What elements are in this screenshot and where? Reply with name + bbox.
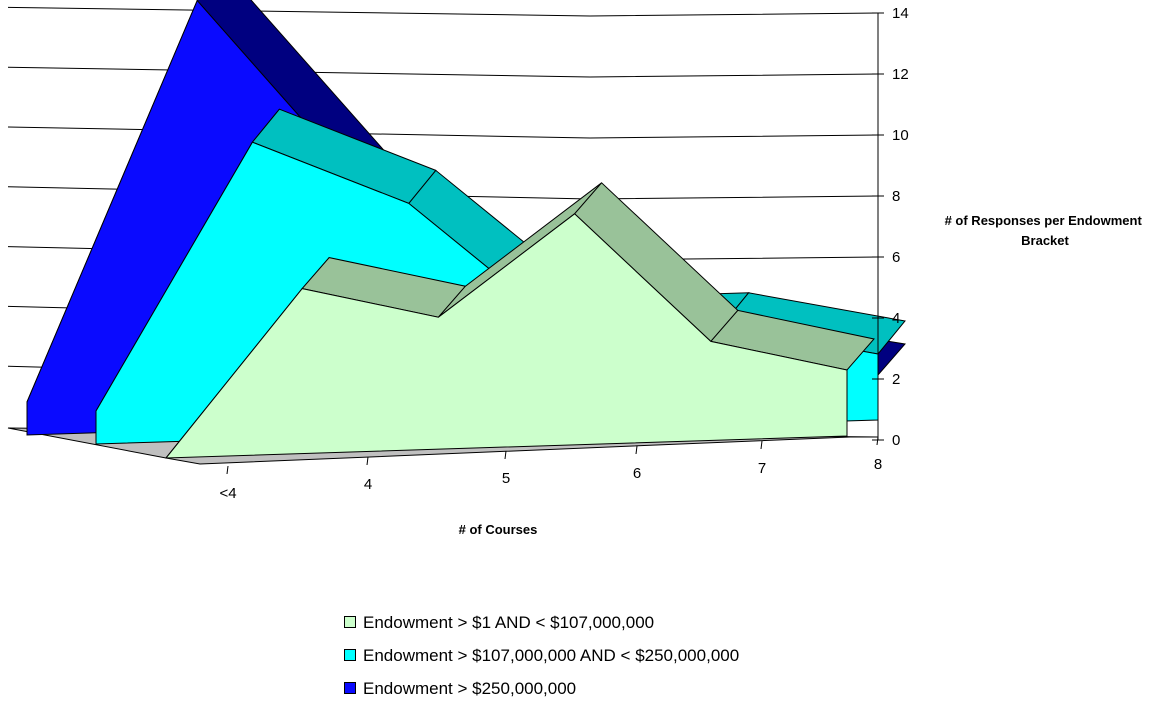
series-layer [26, 0, 906, 459]
y-tick-label-8: 8 [892, 188, 900, 205]
x-tick-label-5: 8 [874, 456, 882, 473]
x-axis: <4 4 5 6 7 8 [219, 436, 882, 502]
y-tick-label-0: 0 [892, 432, 900, 449]
x-tick-label-3: 6 [633, 465, 641, 482]
legend-label-large-endowment: Endowment > $250,000,000 [363, 679, 577, 698]
gridline [7, 66, 879, 78]
legend-label-medium-endowment: Endowment > $107,000,000 AND < $250,000,… [363, 646, 740, 665]
legend-swatch-medium-endowment [344, 649, 356, 661]
x-tick-mark [876, 436, 879, 446]
series-2 [164, 182, 875, 459]
y-tick-label-12: 12 [892, 66, 909, 83]
x-tick-mark [226, 465, 229, 475]
y-axis-title-line-2: Bracket [1021, 233, 1069, 248]
y-tick-label-14: 14 [892, 5, 909, 22]
y-tick-label-6: 6 [892, 249, 900, 266]
x-axis-title: # of Courses [459, 522, 538, 537]
y-tick-label-2: 2 [892, 371, 900, 388]
y-axis-title-line-1: # of Responses per Endowment [945, 213, 1143, 228]
x-tick-mark [504, 450, 507, 460]
gridline [7, 126, 879, 139]
gridline [7, 6, 879, 17]
legend-swatch-large-endowment [344, 682, 356, 694]
x-tick-label-0: <4 [219, 485, 236, 502]
legend-swatch-small-endowment [344, 616, 356, 628]
y-axis-title: # of Responses per Endowment Bracket [945, 213, 1146, 248]
x-tick-mark [366, 456, 369, 466]
area-chart-3d: 0 2 4 6 8 10 12 14 <4 4 5 6 7 8 # of Courses # of Re… [7, 0, 1146, 537]
y-tick-label-4: 4 [892, 310, 900, 327]
y-axis: 0 2 4 6 8 10 12 14 [872, 5, 909, 449]
legend-label-small-endowment: Endowment > $1 AND < $107,000,000 [363, 613, 655, 632]
x-tick-mark [760, 440, 763, 450]
y-tick-label-10: 10 [892, 127, 909, 144]
x-tick-mark [635, 445, 638, 455]
series-2-area [164, 213, 848, 459]
x-tick-label-2: 5 [502, 470, 510, 487]
x-tick-label-1: 4 [364, 476, 372, 493]
x-tick-label-4: 7 [758, 460, 766, 477]
